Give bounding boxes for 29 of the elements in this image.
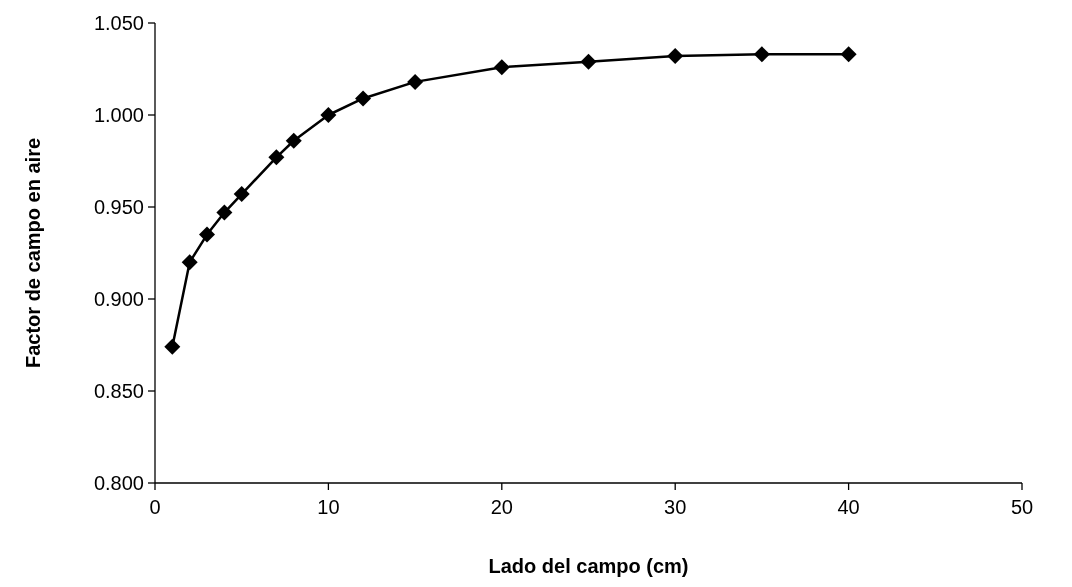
x-tick-label: 40 [837, 496, 860, 518]
x-axis-title: Lado del campo (cm) [488, 555, 689, 577]
point [320, 107, 337, 123]
x-tick-label: 20 [490, 496, 513, 518]
point [493, 59, 510, 76]
x-tick-label: 50 [1010, 496, 1034, 518]
y-tick-label: 0.950 [93, 196, 144, 218]
x-tick-label: 30 [664, 496, 687, 518]
y-tick-label: 1.050 [93, 12, 144, 34]
point [667, 48, 684, 65]
point [840, 46, 857, 63]
point [199, 226, 216, 243]
y-tick-label: 1.000 [93, 104, 144, 126]
point [407, 73, 424, 90]
point [285, 132, 302, 149]
y-tick-label: 0.800 [93, 472, 144, 494]
x-tick-label: 10 [317, 496, 340, 518]
y-tick-label: 0.850 [93, 380, 144, 402]
point [164, 338, 181, 355]
point [753, 46, 770, 63]
point [216, 204, 233, 221]
point [355, 90, 372, 107]
y-axis-title: Factor de campo en aire [22, 137, 44, 369]
x-tick-label: 0 [149, 496, 161, 518]
y-tick-label: 0.900 [93, 288, 144, 310]
point [181, 254, 198, 271]
point [580, 53, 597, 70]
point [268, 149, 285, 166]
point [233, 186, 250, 203]
